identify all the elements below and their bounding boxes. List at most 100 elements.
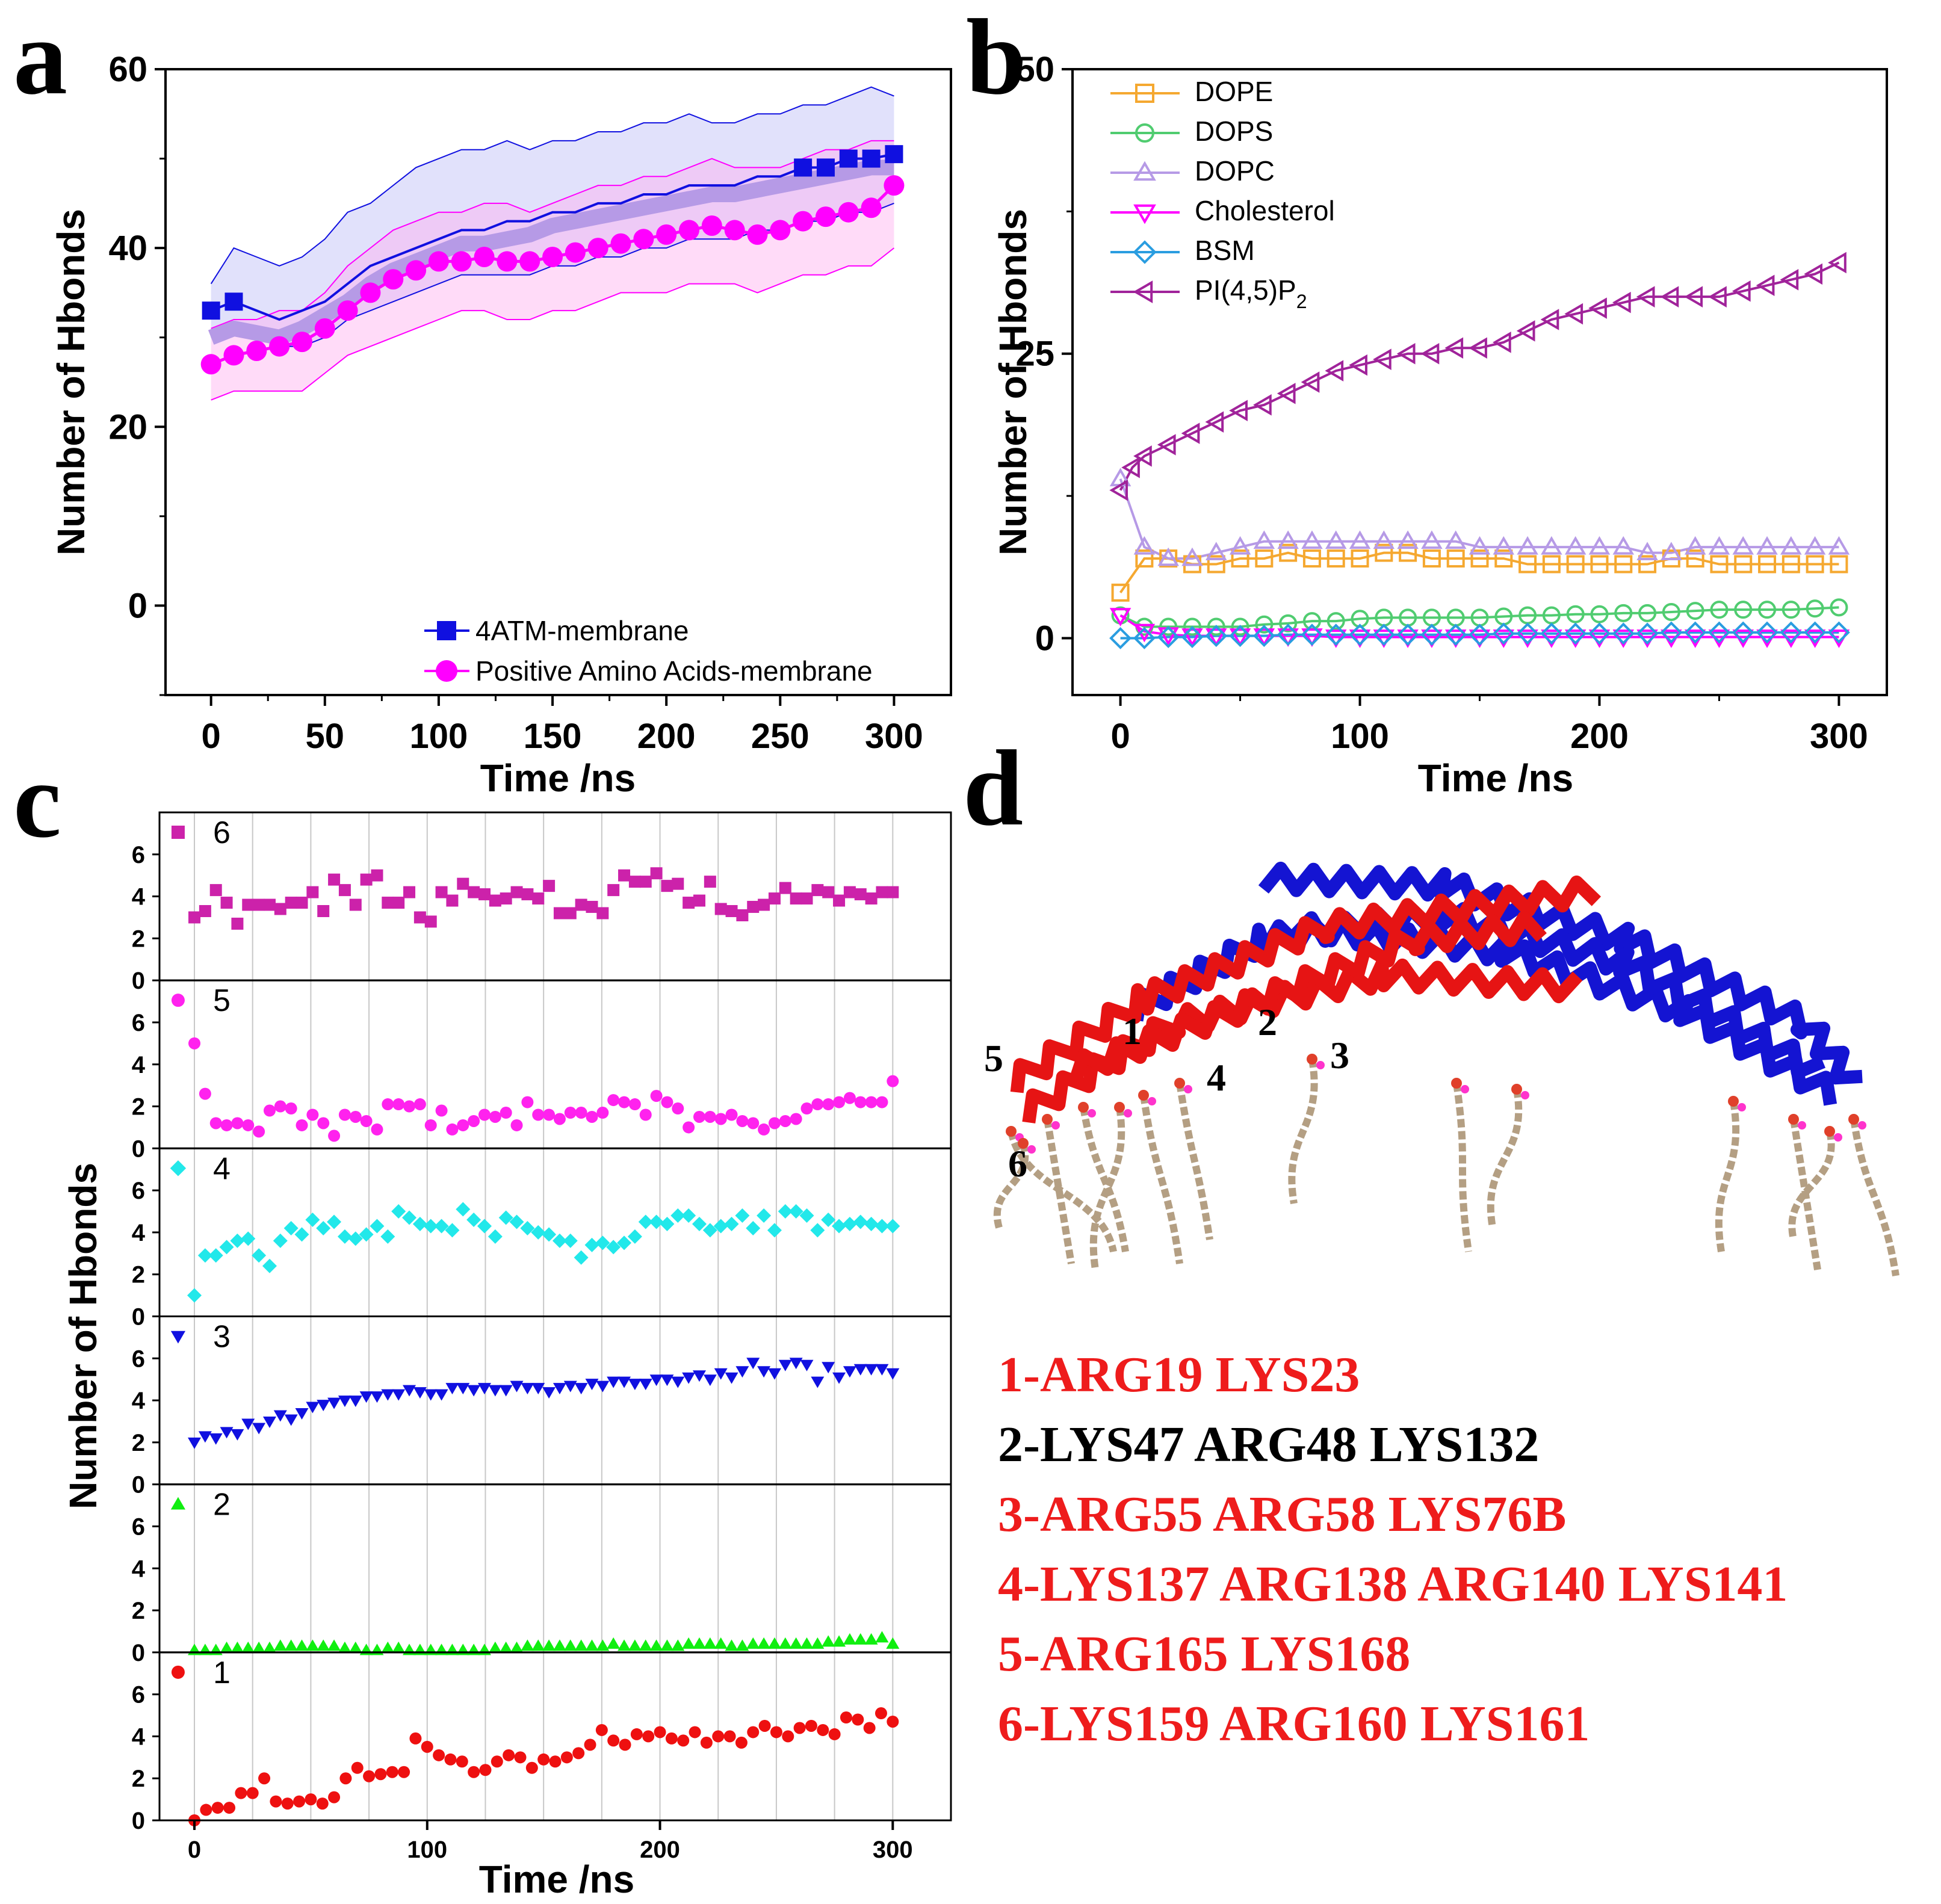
c3-point: [348, 1396, 362, 1408]
dopc-point: [1493, 536, 1515, 555]
a-legend-label-atm: 4ATM-membrane: [475, 615, 689, 646]
c3-point: [403, 1385, 416, 1397]
c6-point: [854, 888, 867, 901]
c2-point: [231, 1641, 244, 1653]
c2-point: [714, 1637, 728, 1649]
c1-point: [339, 1772, 352, 1785]
c3-point: [252, 1423, 266, 1435]
c4-point: [241, 1231, 256, 1246]
c3-point: [660, 1374, 674, 1386]
bsm-point: [1252, 625, 1275, 648]
site-labels: 1 2 3 4 5 6: [984, 1001, 1349, 1185]
dope-point: [1542, 555, 1561, 573]
pos-point: [360, 282, 381, 303]
pos-point: [861, 197, 882, 218]
site-label-5: 5: [984, 1037, 1003, 1080]
c1-point: [433, 1749, 445, 1761]
c5-point: [209, 1117, 222, 1130]
c-subplot-frame-3: [158, 1315, 952, 1486]
c5-point: [274, 1100, 286, 1113]
pos-point: [314, 318, 335, 339]
c6-point: [543, 880, 556, 892]
c3-point: [231, 1429, 244, 1441]
c-legend-marker-4: [170, 1160, 187, 1176]
pip2-point: [1157, 434, 1176, 456]
c2-point: [188, 1643, 202, 1655]
residue-line-2: 2-LYS47 ARG48 LYS132: [998, 1417, 1539, 1473]
panel-a-chart: 0 50 100 150 200 250 300 0 20 40 60 Time /ns Numbe…: [49, 50, 952, 800]
c6-point: [382, 897, 394, 909]
dope-point: [1422, 549, 1441, 568]
c6-point: [317, 905, 330, 918]
c4-point: [875, 1219, 890, 1234]
a-confidence-bands: [211, 87, 894, 400]
c5-point: [371, 1123, 383, 1136]
dope-point: [1518, 555, 1537, 573]
dopc-point: [1205, 542, 1227, 561]
c4-point: [402, 1210, 417, 1225]
pos-point: [793, 211, 814, 232]
c6-point: [833, 894, 846, 907]
c4-point: [692, 1216, 707, 1231]
bsm-point: [1588, 622, 1611, 645]
lipid-tail: [1008, 1130, 1117, 1253]
c6-point: [242, 898, 255, 911]
pip2-point: [1229, 400, 1248, 422]
c5-point: [403, 1100, 416, 1113]
a-x-tick-label: 50: [306, 717, 345, 756]
c3-point: [843, 1366, 856, 1378]
lipid-contact: [1184, 1085, 1192, 1093]
c1-point: [468, 1766, 480, 1778]
bsm-point: [1492, 622, 1515, 645]
c1-point: [363, 1770, 376, 1782]
c1-point: [840, 1711, 852, 1724]
dopc-point: [1780, 536, 1802, 555]
dopc-point: [1708, 536, 1730, 555]
dopc-point: [1397, 530, 1419, 549]
c-subplot-label-1: 1: [213, 1655, 231, 1690]
c3-point: [531, 1383, 545, 1395]
c6-point: [510, 886, 523, 898]
c4-point: [412, 1216, 427, 1231]
c2-point: [241, 1641, 255, 1653]
c3-point: [714, 1368, 728, 1380]
c1-point: [723, 1730, 736, 1743]
c1-point: [491, 1755, 503, 1768]
c3-point: [800, 1359, 814, 1371]
c6-point: [532, 892, 545, 905]
c5-point: [489, 1110, 501, 1123]
c6-point: [747, 901, 760, 913]
dope-line: [1119, 551, 1839, 593]
c4-point: [208, 1248, 223, 1263]
dops-point: [1662, 602, 1680, 621]
c1-point: [654, 1726, 666, 1739]
c5-point: [564, 1107, 577, 1119]
c3-point: [435, 1389, 448, 1401]
pos-point: [246, 341, 267, 361]
c1-point: [374, 1768, 387, 1781]
dopc-point: [1828, 536, 1850, 555]
dops-point: [1614, 604, 1633, 622]
dopc-point: [1133, 536, 1156, 555]
pos-point: [223, 345, 244, 366]
c3-point: [563, 1380, 577, 1392]
c-y-tick-label: 2: [132, 1262, 145, 1288]
b-axis-ticks: 0 100 200 300 0 25 50: [1015, 50, 1868, 756]
c6-point: [553, 907, 566, 920]
c1-point: [712, 1730, 725, 1743]
b-legend-label-pip2: PI(4,5)P2: [1195, 274, 1307, 312]
c4-point: [197, 1248, 212, 1263]
c4-point: [638, 1214, 653, 1229]
pip2-point: [1612, 291, 1631, 314]
dopc-point: [1277, 530, 1299, 549]
lipid-contact: [1148, 1097, 1156, 1105]
c5-point: [435, 1104, 448, 1117]
c2-point: [413, 1643, 427, 1655]
dopc-point: [1636, 542, 1658, 561]
c6-point: [661, 880, 673, 892]
dope-point: [1494, 549, 1513, 568]
c3-point: [306, 1402, 320, 1414]
b-series-lines: [1119, 261, 1840, 640]
dops-point: [1758, 601, 1777, 619]
